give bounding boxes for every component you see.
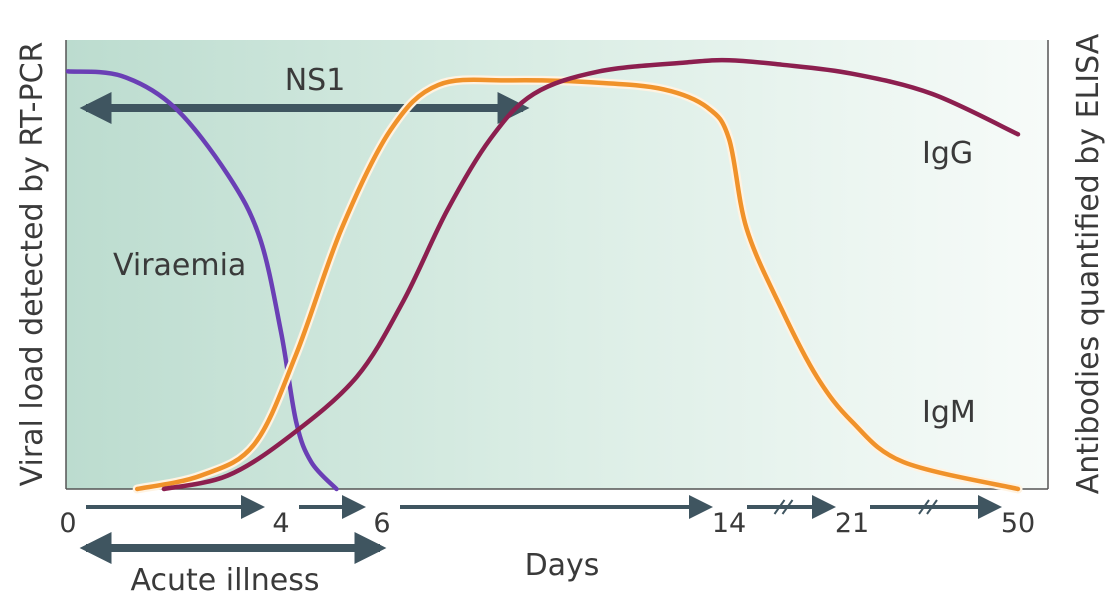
x-tick-50: 50 (1001, 508, 1035, 539)
x-tick-4: 4 (272, 508, 289, 539)
x-tick-21: 21 (835, 508, 869, 539)
series-line-viraemia (65, 69, 339, 492)
x-axis-arrows (86, 495, 1002, 519)
curve-label-igm: IgM (922, 395, 976, 430)
x-tick-14: 14 (712, 508, 746, 539)
axis-break-21-50 (918, 499, 938, 515)
axis-break-14-21 (773, 499, 794, 515)
x-tick-0: 0 (59, 508, 76, 539)
annotations (79, 92, 530, 564)
series-line-igg (161, 57, 1021, 492)
curve-label-viraemia: Viraemia (113, 248, 246, 283)
y-axis-title-left: Viral load detected by RT-PCR (15, 42, 50, 487)
x-ticks: 0 4 6 14 21 50 (59, 508, 1035, 539)
y-axis-title-right: Antibodies quantified by ELISA (1071, 33, 1106, 494)
ns1-label: NS1 (285, 63, 346, 98)
series-layer (65, 57, 1023, 494)
curve-label-igg: IgG (922, 136, 973, 171)
acute-illness-label: Acute illness (131, 563, 320, 598)
x-axis-title: Days (525, 548, 600, 583)
x-tick-6: 6 (373, 508, 390, 539)
series-line-igm (134, 77, 1021, 492)
